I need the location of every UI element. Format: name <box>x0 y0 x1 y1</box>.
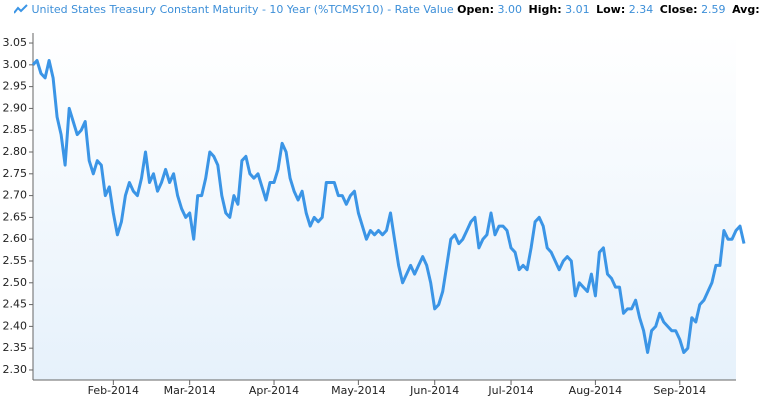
stat-value: 2.59 <box>701 3 726 16</box>
stat-value: 2.34 <box>628 3 654 16</box>
y-tick-label: 2.35 <box>3 341 28 354</box>
stats: Open: 3.00 High: 3.01 Low: 2.34 Close: 2… <box>457 3 762 16</box>
chart-title: United States Treasury Constant Maturity… <box>31 3 454 16</box>
plot-area <box>33 33 736 380</box>
x-tick-label: Mar-2014 <box>164 384 216 397</box>
y-tick-label: 2.60 <box>3 232 28 245</box>
stat-label: Close: <box>659 3 698 16</box>
y-tick-label: 2.30 <box>3 363 28 376</box>
y-tick-label: 2.55 <box>3 254 28 267</box>
x-tick-label: Feb-2014 <box>88 384 139 397</box>
y-tick-label: 3.00 <box>3 58 28 71</box>
y-tick-label: 3.05 <box>3 36 28 49</box>
stat-value: 3.00 <box>497 3 523 16</box>
y-tick-label: 2.75 <box>3 167 28 180</box>
y-tick-label: 2.50 <box>3 276 28 289</box>
stat-label: High: <box>528 3 562 16</box>
legend-header: United States Treasury Constant Maturity… <box>13 3 762 16</box>
x-tick-label: Aug-2014 <box>569 384 622 397</box>
y-tick-label: 2.95 <box>3 80 28 93</box>
y-tick-label: 2.65 <box>3 210 28 223</box>
x-tick-label: Jul-2014 <box>487 384 533 397</box>
y-tick-label: 2.70 <box>3 189 28 202</box>
x-tick-label: Apr-2014 <box>249 384 299 397</box>
stat-label: Avg: <box>732 3 760 16</box>
x-tick-label: Jun-2014 <box>409 384 459 397</box>
y-tick-label: 2.40 <box>3 319 28 332</box>
y-tick-label: 2.90 <box>3 101 28 114</box>
y-tick-label: 2.80 <box>3 145 28 158</box>
stat-label: Low: <box>596 3 626 16</box>
stat-value: 3.01 <box>565 3 590 16</box>
x-tick-label: May-2014 <box>331 384 386 397</box>
data-line <box>31 59 746 354</box>
x-tick-label: Sep-2014 <box>653 384 706 397</box>
stat-label: Open: <box>457 3 495 16</box>
legend-icon <box>13 4 28 14</box>
y-tick-label: 2.45 <box>3 298 28 311</box>
y-tick-label: 2.85 <box>3 123 28 136</box>
